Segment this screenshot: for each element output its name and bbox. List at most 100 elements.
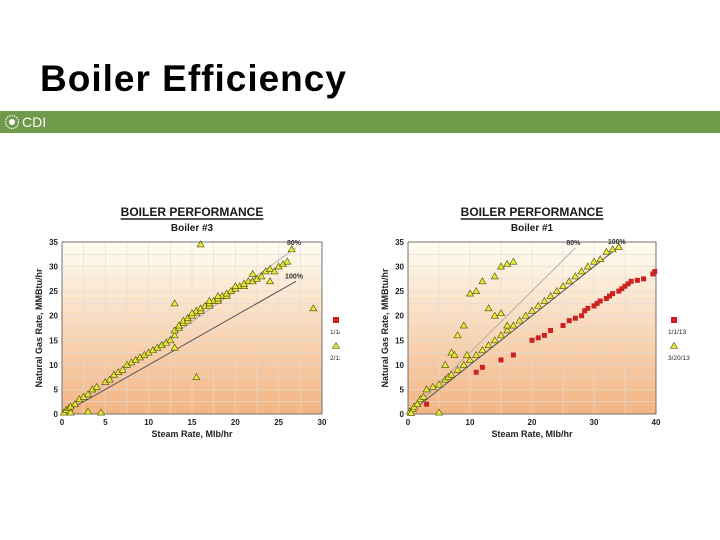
data-point-triangle — [534, 301, 543, 309]
x-tick-label: 0 — [60, 418, 65, 427]
data-point-triangle — [170, 343, 179, 351]
data-point-triangle — [490, 272, 499, 280]
data-point-square — [424, 401, 430, 407]
boiler-1-chart: BOILER PERFORMANCE Boiler #1 0 10 20 30 40 0 5 10… — [380, 205, 690, 439]
data-point-triangle — [596, 255, 605, 263]
y-tick-label: 20 — [395, 312, 404, 321]
data-point-triangle — [231, 282, 240, 290]
data-point-triangle — [552, 287, 561, 294]
x-tick-label: 10 — [144, 418, 153, 427]
x-tick-label: 30 — [318, 418, 327, 427]
data-point-triangle — [213, 291, 223, 299]
data-point-triangle — [614, 242, 623, 250]
data-point-triangle — [453, 365, 462, 373]
data-point-square — [541, 332, 547, 338]
data-point-square — [579, 313, 585, 319]
data-point-triangle — [422, 385, 431, 393]
legend-marker-triangle — [669, 341, 679, 349]
legend-label: 3/20/13 — [668, 355, 690, 362]
reference-line-label: 80% — [566, 240, 581, 247]
data-point-square — [610, 291, 616, 297]
data-point-triangle — [196, 240, 205, 248]
data-point-square — [585, 305, 591, 311]
data-point-triangle — [270, 267, 279, 275]
y-tick-label: 30 — [49, 263, 58, 272]
data-point-triangle — [608, 245, 617, 253]
data-point-triangle — [309, 304, 318, 312]
data-point-triangle — [205, 296, 214, 304]
data-point-triangle — [465, 289, 475, 297]
legend-marker-triangle — [331, 341, 340, 349]
y-tick-label: 5 — [400, 385, 405, 394]
data-point-triangle — [66, 408, 75, 416]
data-point-square — [529, 337, 535, 343]
y-tick-label: 10 — [49, 361, 58, 370]
data-point-triangle — [589, 257, 599, 265]
legend-label: 2/12/13 — [330, 355, 340, 362]
x-axis-label: Steam Rate, Mlb/hr — [151, 429, 233, 439]
reference-line — [61, 280, 297, 415]
data-point-triangle — [462, 350, 471, 358]
data-point-square — [625, 281, 631, 287]
data-point-triangle — [257, 272, 266, 280]
data-point-triangle — [166, 336, 175, 344]
data-point-triangle — [187, 309, 197, 317]
data-point-triangle — [496, 331, 506, 339]
data-point-square — [548, 327, 554, 333]
data-point-triangle — [459, 360, 468, 368]
data-point-triangle — [521, 311, 530, 319]
data-point-triangle — [287, 245, 296, 253]
data-point-triangle — [70, 400, 80, 407]
header-band: CDI — [0, 111, 720, 133]
data-point-square — [535, 335, 541, 341]
data-point-triangle — [447, 370, 456, 378]
data-point-triangle — [265, 264, 275, 272]
y-tick-label: 35 — [49, 238, 58, 247]
data-point-triangle — [515, 316, 524, 324]
data-point-square — [510, 352, 516, 358]
data-point-triangle — [96, 408, 106, 416]
data-point-triangle — [170, 331, 179, 339]
data-point-triangle — [434, 380, 444, 388]
y-tick-label: 25 — [49, 287, 58, 296]
data-point-triangle — [83, 407, 93, 415]
data-point-triangle — [92, 382, 101, 390]
data-point-triangle — [583, 262, 592, 270]
data-point-triangle — [407, 408, 416, 416]
data-point-triangle — [192, 373, 201, 380]
brand-label: CDI — [22, 114, 47, 130]
data-point-square — [594, 300, 600, 306]
x-tick-label: 10 — [466, 418, 475, 427]
y-axis-label: Natural Gas Rate, MMBtu/hr — [380, 268, 390, 388]
data-point-square — [560, 323, 566, 329]
data-point-triangle — [490, 311, 499, 319]
y-tick-label: 5 — [54, 385, 59, 394]
x-tick-label: 15 — [188, 418, 197, 427]
data-point-triangle — [509, 321, 518, 329]
y-tick-label: 30 — [395, 263, 404, 272]
data-point-square — [582, 308, 588, 314]
boiler-3-chart: BOILER PERFORMANCE Boiler #3 0 5 10 15 20 25 30 0… — [34, 205, 340, 439]
data-point-triangle — [472, 287, 481, 294]
data-point-triangle — [490, 336, 499, 344]
data-point-triangle — [248, 269, 257, 277]
reference-line-label: 100% — [608, 239, 627, 246]
data-point-square — [634, 277, 640, 283]
x-tick-label: 40 — [652, 418, 661, 427]
data-point-square — [479, 364, 485, 370]
data-point-triangle — [540, 296, 549, 304]
data-point-triangle — [496, 309, 506, 317]
y-tick-label: 35 — [395, 238, 404, 247]
y-tick-label: 25 — [395, 287, 404, 296]
y-tick-label: 0 — [54, 410, 59, 419]
chart-title: BOILER PERFORMANCE — [121, 205, 264, 219]
legend-label: 1/1/13 — [330, 329, 340, 336]
chart-subtitle: Boiler #1 — [511, 223, 554, 234]
x-tick-label: 30 — [590, 418, 599, 427]
legend-marker-square — [671, 317, 677, 323]
plot-border — [407, 241, 657, 415]
data-point-triangle — [105, 375, 114, 383]
data-point-triangle — [441, 360, 450, 368]
reference-line-label: 100% — [285, 273, 304, 280]
data-point-square — [566, 318, 572, 324]
